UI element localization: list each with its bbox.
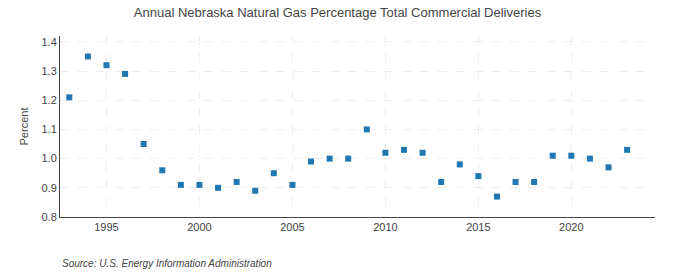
- svg-text:2015: 2015: [466, 221, 490, 233]
- svg-text:1.1: 1.1: [42, 123, 57, 135]
- svg-text:Source: U.S. Energy Informatio: Source: U.S. Energy Information Administ…: [62, 258, 272, 269]
- svg-text:1.0: 1.0: [42, 152, 57, 164]
- svg-text:Annual Nebraska Natural Gas Pe: Annual Nebraska Natural Gas Percentage T…: [134, 5, 542, 20]
- svg-text:1.2: 1.2: [42, 94, 57, 106]
- svg-text:1995: 1995: [94, 221, 118, 233]
- svg-text:2010: 2010: [373, 221, 397, 233]
- svg-text:1.3: 1.3: [42, 65, 57, 77]
- svg-text:2005: 2005: [280, 221, 304, 233]
- svg-text:0.8: 0.8: [42, 211, 57, 223]
- svg-text:2000: 2000: [187, 221, 211, 233]
- svg-text:0.9: 0.9: [42, 182, 57, 194]
- svg-text:1.4: 1.4: [42, 36, 57, 48]
- svg-text:2020: 2020: [559, 221, 583, 233]
- svg-text:Percent: Percent: [18, 108, 30, 146]
